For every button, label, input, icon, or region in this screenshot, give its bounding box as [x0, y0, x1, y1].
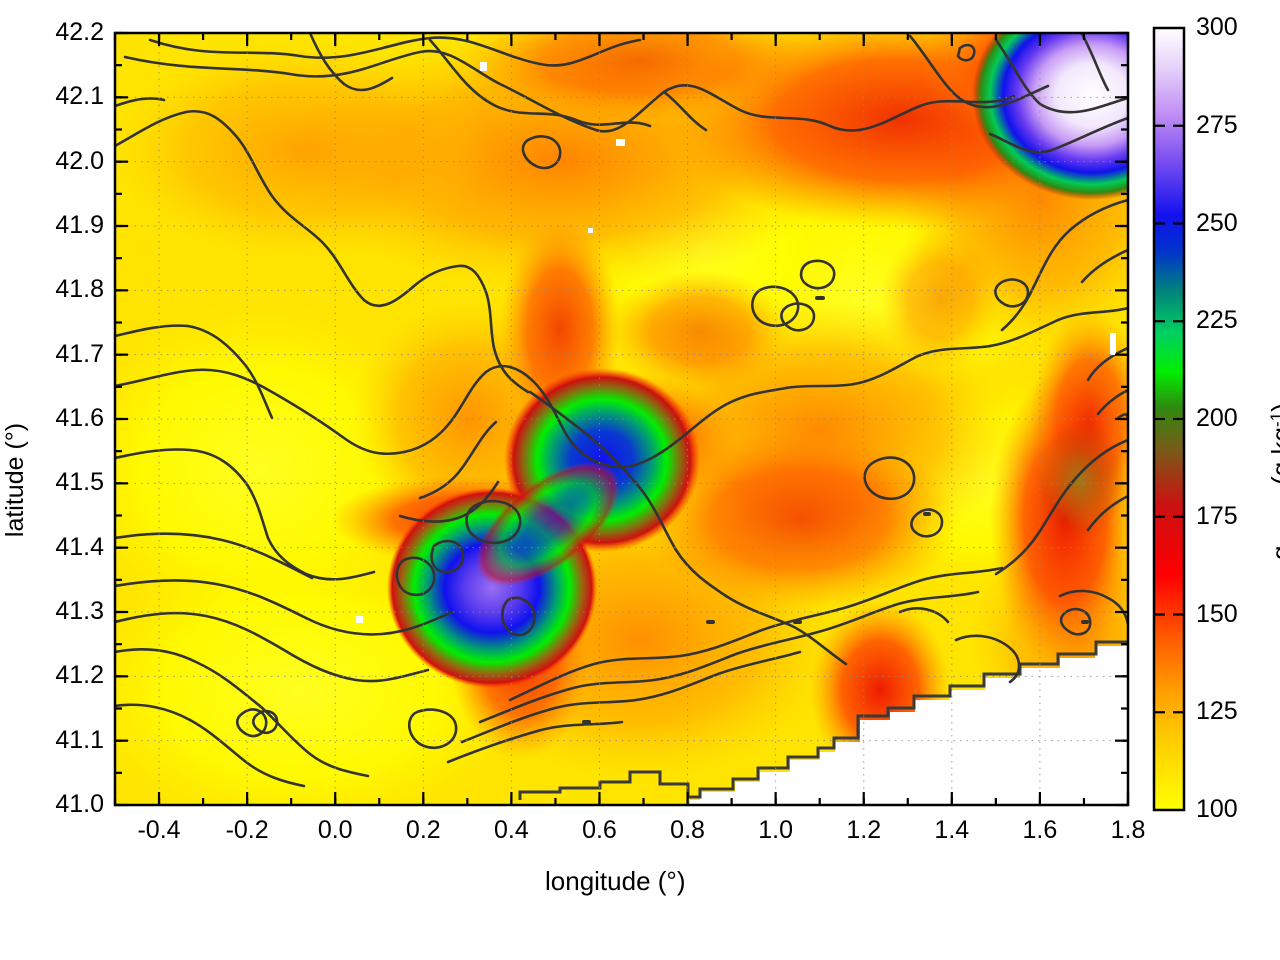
- field-layer: [115, 33, 1128, 805]
- x-tick-label: 1.6: [1022, 816, 1058, 844]
- y-tick-label: 41.2: [55, 661, 104, 690]
- colorbar-tick-label: 100: [1196, 795, 1238, 823]
- colorbar-title-q: q: [1266, 546, 1280, 560]
- y-tick-label: 41.5: [55, 468, 104, 497]
- x-tick-label: 1.0: [758, 816, 794, 844]
- x-tick-label: 1.2: [846, 816, 882, 844]
- y-tick-label: 41.1: [55, 725, 104, 754]
- hotspot-northeast: [972, 33, 1128, 200]
- x-tick-label: 0.8: [670, 816, 705, 844]
- colorbar-title-unit-close: ): [1266, 403, 1280, 412]
- y-tick-label: 41.9: [55, 211, 104, 239]
- y-axis-title: latitude (°): [1, 422, 29, 538]
- colorbar-tick-label: 225: [1196, 306, 1238, 335]
- axis-ticks: [113, 31, 1130, 807]
- y-tick-label: 41.3: [55, 597, 104, 625]
- x-tick-label: 0.0: [317, 816, 353, 844]
- masked-pixels: [356, 62, 1116, 623]
- colorbar-title: qground (g kg​-1): [1266, 403, 1280, 560]
- colorbar-tick-label: 275: [1196, 110, 1238, 139]
- y-tick-label: 41.8: [55, 275, 104, 304]
- colorbar-tick-label: 200: [1196, 404, 1238, 432]
- y-tick-label: 42.1: [55, 82, 104, 111]
- x-tick-label: 0.6: [582, 816, 617, 844]
- y-tick-label: 41.4: [55, 532, 104, 561]
- colorbar-tick-label: 150: [1196, 599, 1238, 628]
- colorbar-ticks: [1154, 124, 1184, 714]
- colorbar-tick-label: 250: [1196, 208, 1238, 237]
- y-tick-label: 42.0: [55, 146, 104, 175]
- y-tick-label: 41.0: [55, 790, 104, 818]
- x-tick-label: 1.8: [1110, 816, 1146, 844]
- x-tick-label: 0.2: [405, 816, 441, 844]
- y-tick-label: 42.2: [55, 18, 104, 46]
- y-tick-label: 41.6: [55, 404, 104, 432]
- y-tick-label: 41.7: [55, 339, 104, 368]
- colorbar-title-unit-open: (g kg: [1266, 427, 1280, 485]
- x-axis-title: longitude (°): [545, 866, 686, 896]
- x-tick-label: -0.2: [225, 816, 269, 844]
- sea-mask: [690, 640, 1128, 805]
- colorbar-title-sup: -1: [1266, 411, 1280, 428]
- colorbar-tick-label: 125: [1196, 697, 1238, 726]
- x-tick-label: 1.4: [934, 816, 970, 844]
- contour-lines: [115, 33, 1128, 788]
- colorbar-tick-label: 175: [1196, 501, 1238, 530]
- coastline: [518, 640, 1128, 800]
- x-tick-label: 0.4: [494, 816, 529, 844]
- colorbar-tick-label: 300: [1196, 13, 1238, 41]
- x-tick-label: -0.4: [137, 816, 181, 844]
